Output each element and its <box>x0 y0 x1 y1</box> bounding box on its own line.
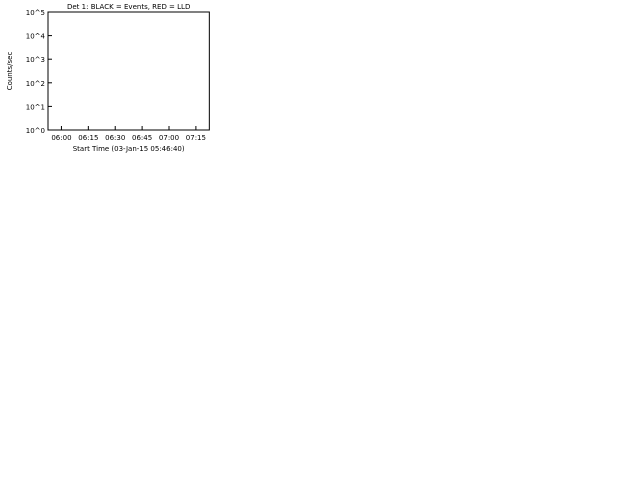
plot-frame <box>47 11 210 131</box>
x-tick-label: 06:30 <box>105 134 125 142</box>
y-tick-label: 10^4 <box>26 33 46 41</box>
x-tick-label: 06:45 <box>132 134 152 142</box>
x-tick-label: 06:00 <box>51 134 71 142</box>
chart-title: Det 1: BLACK = Events, RED = LLD <box>67 3 190 11</box>
y-tick-label: 10^1 <box>26 103 45 111</box>
x-tick-label: 07:00 <box>159 134 179 142</box>
x-axis-label: Start Time (03-Jan-15 05:46:40) <box>73 145 185 153</box>
detector-panel: 06:00 06:15 06:30 06:45 07:00 07:15 10^0 10^1 10… <box>6 3 210 153</box>
x-tick-label: 06:15 <box>78 134 98 142</box>
y-tick-label: 10^3 <box>26 56 45 64</box>
y-tick-label: 10^0 <box>26 127 45 135</box>
y-tick-label: 10^5 <box>26 9 45 17</box>
y-axis-label: Counts/sec <box>6 52 14 91</box>
x-tick-label: 07:15 <box>186 134 206 142</box>
y-tick-label: 10^2 <box>26 80 45 88</box>
